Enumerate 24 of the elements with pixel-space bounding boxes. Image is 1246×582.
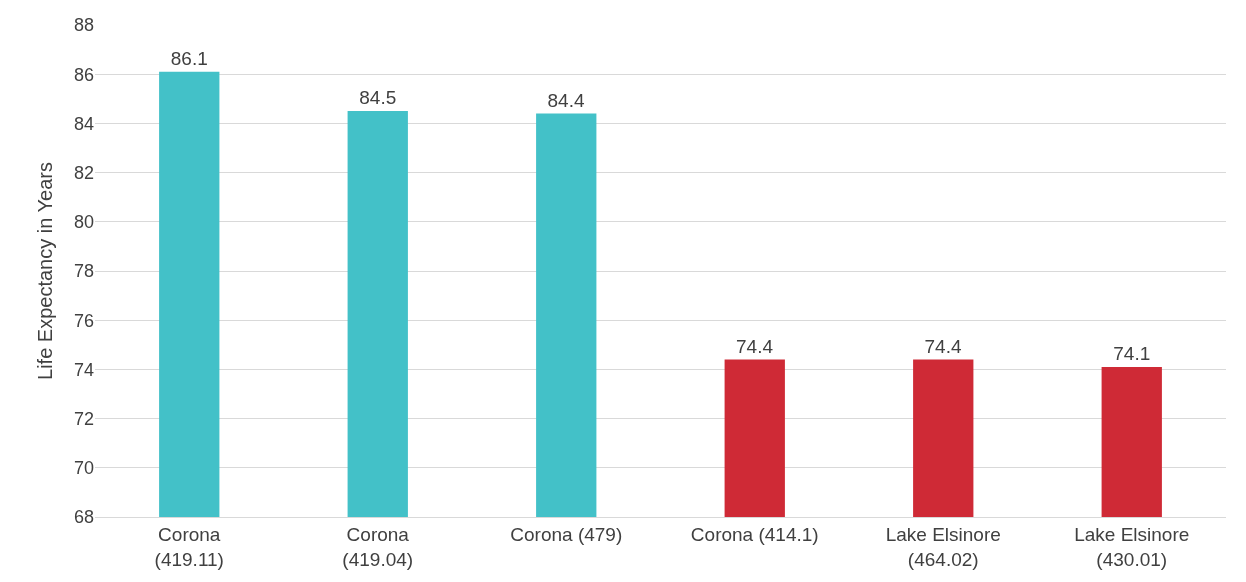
y-tick-label: 84 [73, 113, 94, 134]
y-tick-label: 76 [73, 310, 94, 331]
data-label: 84.5 [359, 87, 397, 109]
data-label: 74.4 [924, 335, 962, 357]
y-tick-label: 80 [73, 212, 94, 233]
y-tick-label: 78 [73, 261, 94, 282]
x-tick-label: Corona (414.1) [690, 523, 819, 545]
y-tick-label: 74 [73, 359, 94, 380]
x-tick-label: Lake Elsinore (464.02) [885, 523, 1001, 570]
x-tick-label: Corona (479) [510, 523, 623, 545]
y-tick-label: 86 [73, 64, 94, 85]
x-tick-label: Corona (419.11) [154, 523, 224, 570]
y-tick-label: 72 [73, 408, 94, 429]
y-tick-label: 68 [73, 507, 94, 528]
data-label: 86.1 [170, 47, 208, 69]
x-tick-label: Lake Elsinore (430.01) [1074, 523, 1190, 570]
y-axis-title: Life Expectancy in Years [34, 162, 57, 380]
y-tick-label: 70 [73, 458, 94, 479]
data-label: 74.4 [736, 335, 774, 357]
x-tick-label: Corona (419.04) [342, 523, 414, 570]
data-label: 84.4 [547, 89, 585, 111]
data-label: 74.1 [1113, 342, 1151, 364]
y-tick-label: 82 [73, 162, 94, 183]
y-tick-label: 88 [73, 15, 94, 36]
